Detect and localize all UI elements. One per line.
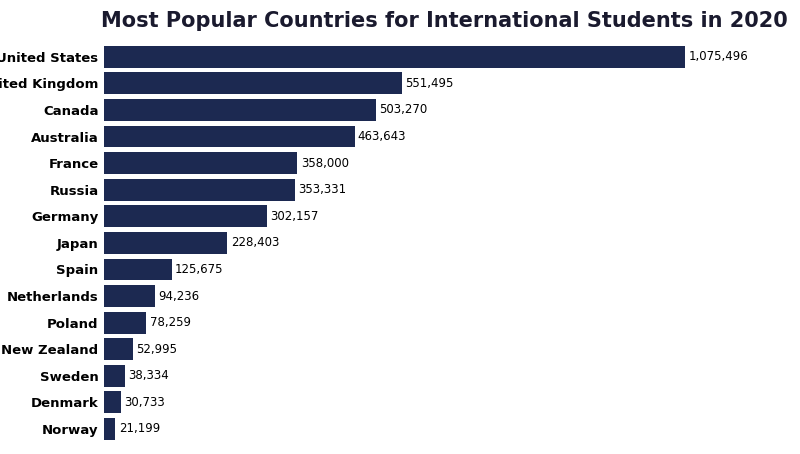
Bar [104,338,133,360]
Text: 125,675: 125,675 [175,263,224,276]
Text: 463,643: 463,643 [358,130,406,143]
Text: 21,199: 21,199 [118,423,160,435]
Text: 30,733: 30,733 [124,396,165,409]
Text: 94,236: 94,236 [158,290,199,302]
Bar [104,418,115,440]
Text: 1,075,496: 1,075,496 [689,50,748,63]
Bar [104,259,172,281]
Text: 228,403: 228,403 [230,237,279,249]
Text: 353,331: 353,331 [298,183,346,196]
Bar [104,46,685,68]
Text: 52,995: 52,995 [136,343,177,356]
Text: 503,270: 503,270 [379,104,427,117]
Text: 551,495: 551,495 [406,77,454,90]
Text: 358,000: 358,000 [301,157,349,170]
Bar [104,205,267,227]
Bar [104,99,376,121]
Bar [104,285,155,307]
Title: Most Popular Countries for International Students in 2020: Most Popular Countries for International… [101,11,787,31]
Bar [104,365,125,387]
Bar [104,312,146,334]
Bar [104,73,402,94]
Bar [104,391,121,413]
Bar [104,232,227,254]
Bar [104,126,354,148]
Text: 78,259: 78,259 [150,316,190,329]
Text: 38,334: 38,334 [128,369,169,382]
Text: 302,157: 302,157 [270,210,319,223]
Bar [104,152,298,174]
Bar [104,179,295,201]
